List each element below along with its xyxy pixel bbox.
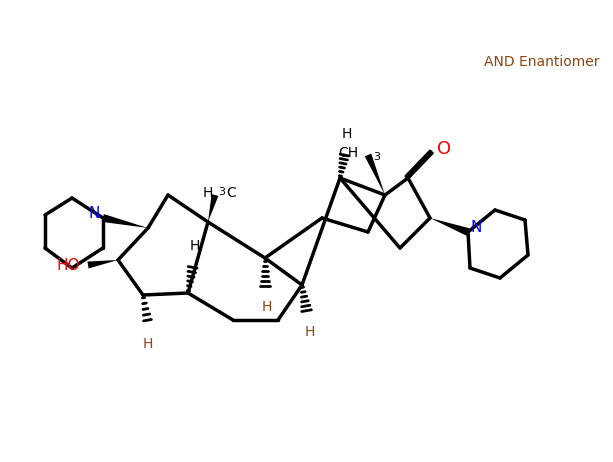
Text: N: N [89,207,100,221]
Text: H: H [305,325,315,339]
Text: H: H [190,239,200,253]
Text: HO: HO [56,257,80,273]
Text: H: H [203,186,213,200]
Text: H: H [143,337,153,351]
Text: CH: CH [338,146,358,160]
Polygon shape [365,154,385,195]
Text: H: H [262,300,272,314]
Text: C: C [226,186,236,200]
Text: 3: 3 [218,187,225,197]
Text: 3: 3 [373,152,380,162]
Text: H: H [342,127,352,141]
Polygon shape [102,214,148,228]
Polygon shape [88,260,118,268]
Text: O: O [437,140,451,158]
Polygon shape [430,218,470,236]
Polygon shape [208,194,218,222]
Text: AND Enantiomer: AND Enantiomer [484,55,600,69]
Text: N: N [471,220,482,236]
